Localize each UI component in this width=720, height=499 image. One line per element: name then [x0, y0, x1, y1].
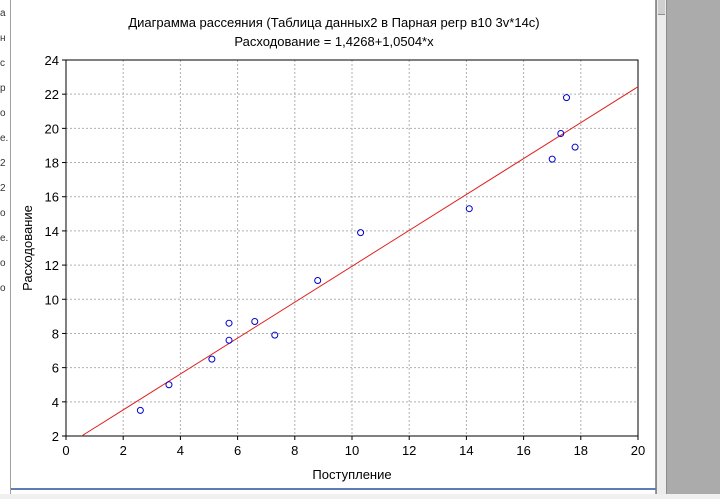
chart-title: Диаграмма рассеяния (Таблица данных2 в П… — [128, 15, 539, 30]
y-tick-label: 22 — [45, 87, 59, 102]
vertical-scrollbar[interactable] — [656, 0, 667, 494]
left-strip-char: е. — [0, 133, 9, 144]
y-tick-label: 10 — [45, 292, 59, 307]
y-tick-label: 4 — [52, 395, 59, 410]
y-tick-label: 24 — [45, 53, 59, 68]
x-tick-label: 10 — [345, 443, 359, 458]
y-axis-label: Расходование — [20, 205, 35, 291]
chart-window: Диаграмма рассеяния (Таблица данных2 в П… — [11, 0, 656, 494]
data-point — [136, 406, 144, 414]
regression-line-group — [81, 86, 639, 437]
left-strip-char: е. — [0, 233, 9, 244]
window-bottom-border — [11, 488, 656, 490]
y-tick-label: 14 — [45, 224, 59, 239]
x-axis-label: Поступление — [312, 467, 391, 482]
scatter-chart: Диаграмма рассеяния (Таблица данных2 в П… — [20, 15, 646, 482]
data-point — [465, 205, 473, 213]
x-tick-label: 6 — [234, 443, 241, 458]
x-tick-label: 12 — [402, 443, 416, 458]
data-point — [251, 317, 259, 325]
left-strip-char: 2 — [0, 183, 6, 194]
data-point — [571, 143, 579, 151]
y-tick-label: 2 — [52, 429, 59, 444]
left-strip-char: о — [0, 283, 6, 294]
data-point — [225, 336, 233, 344]
chart-subtitle: Расходование = 1,4268+1,0504*x — [234, 34, 434, 49]
data-point — [548, 155, 556, 163]
y-tick-label: 6 — [52, 361, 59, 376]
x-tick-label: 18 — [574, 443, 588, 458]
y-tick-label: 16 — [45, 190, 59, 205]
data-point — [225, 319, 233, 327]
grid — [66, 60, 638, 436]
left-panel-text-strip: а н с р о е. 2 2 о е. о о — [0, 0, 11, 494]
data-point — [357, 229, 365, 237]
data-point — [314, 276, 322, 284]
x-tick-label: 0 — [62, 443, 69, 458]
left-strip-char: о — [0, 258, 6, 269]
left-strip-char: н — [0, 33, 6, 44]
scrollbar-thumb[interactable] — [658, 0, 665, 15]
data-point — [208, 355, 216, 363]
x-tick-label: 8 — [291, 443, 298, 458]
regression-line — [81, 86, 639, 437]
data-point — [557, 129, 565, 137]
plot-frame — [65, 59, 639, 437]
left-strip-char: а — [0, 8, 6, 19]
y-tick-label: 18 — [45, 156, 59, 171]
left-strip-char: р — [0, 83, 6, 94]
x-tick-label: 20 — [631, 443, 645, 458]
y-tick-label: 12 — [45, 258, 59, 273]
y-tick-label: 8 — [52, 326, 59, 341]
x-tick-label: 14 — [459, 443, 473, 458]
x-tick-label: 2 — [120, 443, 127, 458]
x-tick-label: 4 — [177, 443, 184, 458]
data-point — [165, 381, 173, 389]
left-strip-char: с — [0, 58, 5, 69]
data-point — [271, 331, 279, 339]
data-points — [136, 94, 579, 414]
left-strip-char: о — [0, 208, 6, 219]
data-point — [563, 94, 570, 102]
left-strip-char: о — [0, 108, 6, 119]
y-tick-label: 20 — [45, 121, 59, 136]
x-tick-label: 16 — [516, 443, 530, 458]
left-strip-char: 2 — [0, 158, 6, 169]
